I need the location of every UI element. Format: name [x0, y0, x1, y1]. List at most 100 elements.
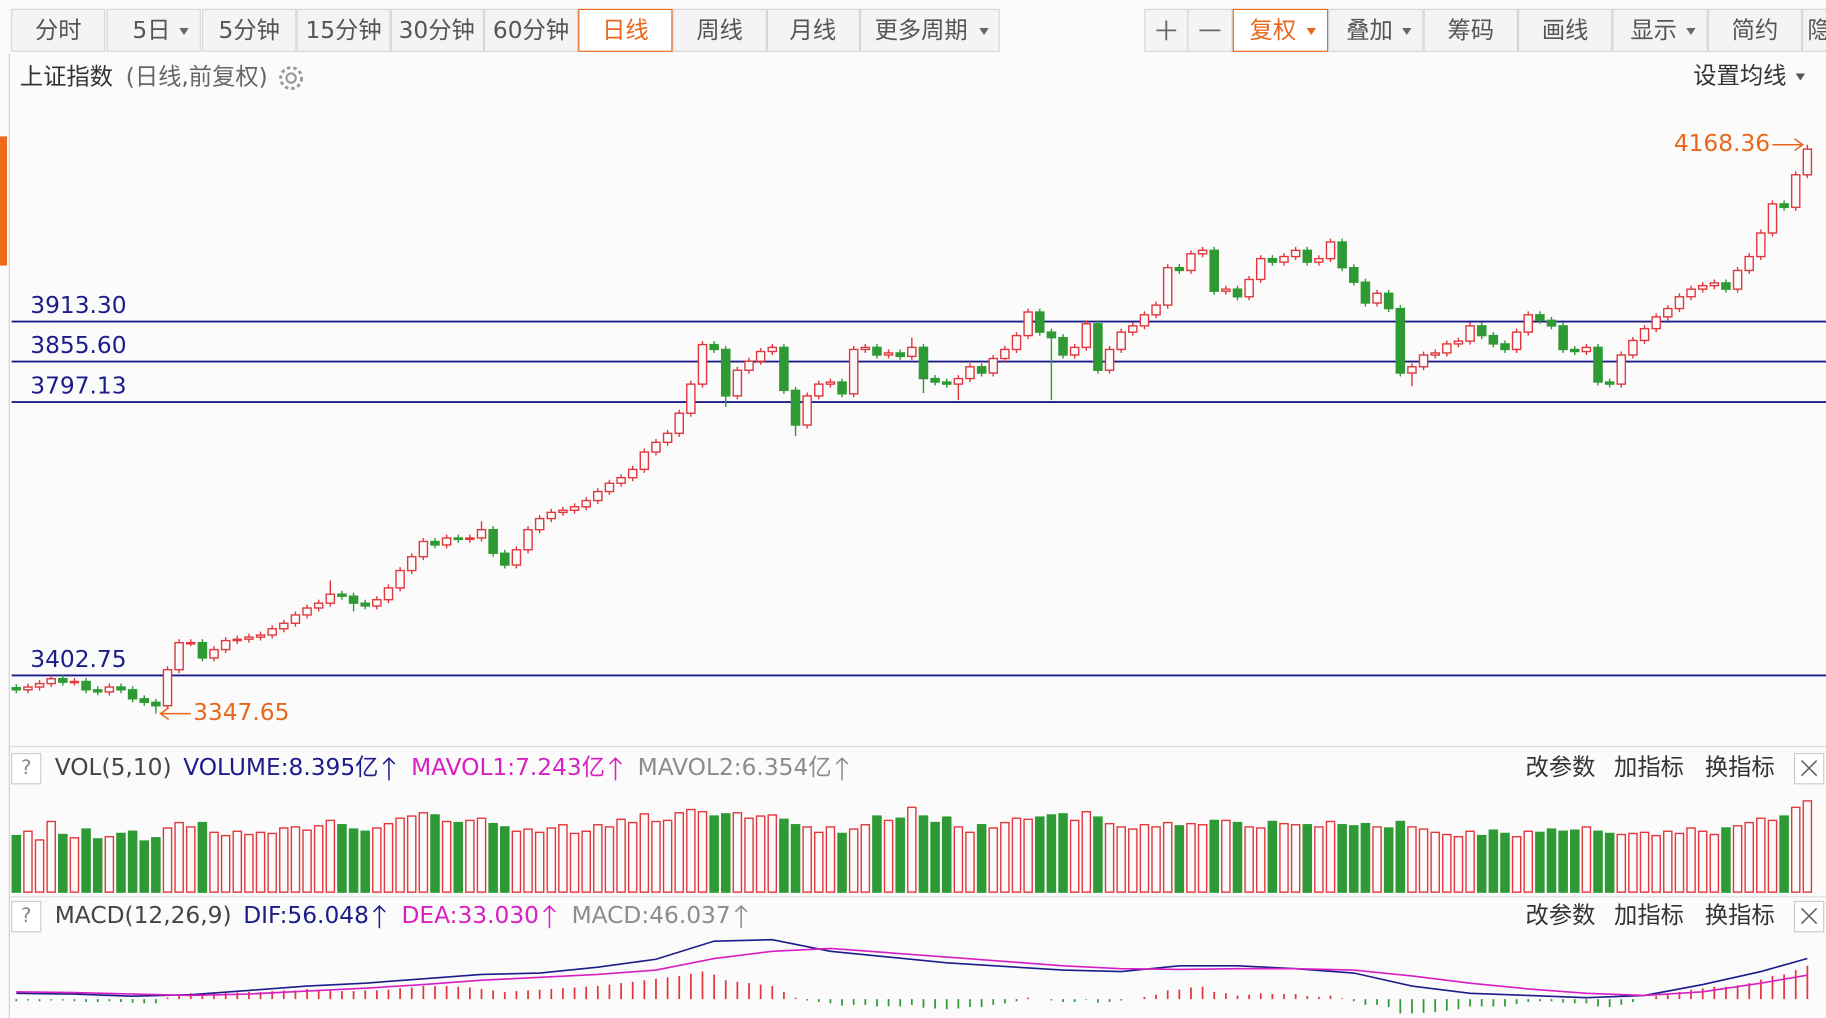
button[interactable] [11, 8, 106, 52]
button-label[interactable]: 分时 [35, 17, 82, 44]
button[interactable] [766, 8, 861, 52]
candle-body [1151, 304, 1161, 316]
candle-body [1046, 331, 1057, 339]
candle-body [348, 595, 359, 604]
button-label[interactable]: 隐 [1807, 17, 1826, 44]
button-label[interactable]: 月线 [790, 17, 837, 44]
help-icon[interactable]: ? [21, 756, 32, 779]
volume-bar [1267, 820, 1278, 893]
candle-body [1558, 325, 1568, 351]
dropdown-caret[interactable] [179, 28, 189, 36]
candle-body [255, 634, 266, 638]
button[interactable] [1517, 8, 1613, 52]
dropdown-caret[interactable] [1402, 28, 1412, 36]
candle-body [976, 366, 987, 374]
candle-body [1418, 354, 1429, 368]
button-label[interactable]: 5日 [132, 17, 170, 44]
volume-bar [69, 837, 80, 893]
button-active[interactable] [578, 8, 673, 52]
button[interactable] [390, 8, 484, 52]
gear-outer[interactable] [279, 66, 304, 91]
button[interactable] [1802, 8, 1826, 52]
button-label[interactable]: 更多周期 [875, 17, 968, 44]
candle-body [465, 537, 475, 541]
button[interactable] [1707, 8, 1803, 52]
candle-body [441, 537, 452, 546]
dropdown-caret[interactable] [1795, 73, 1806, 81]
panel-button[interactable]: 换指标 [1705, 754, 1775, 781]
ma-settings-button[interactable]: 设置均线 [1693, 62, 1786, 89]
plus-icon[interactable] [1156, 20, 1177, 41]
candle-body [46, 678, 56, 685]
volume-bar [1686, 827, 1696, 893]
button-label[interactable]: 周线 [696, 17, 743, 44]
button[interactable] [202, 8, 297, 52]
candle-body [1465, 325, 1475, 342]
gear-inner[interactable] [285, 72, 297, 84]
button-label[interactable]: 30分钟 [399, 17, 475, 44]
dif-line [16, 938, 1808, 999]
volume-bar [814, 831, 824, 893]
button[interactable] [860, 8, 1000, 52]
candle-body [81, 680, 91, 691]
candle-body [1349, 266, 1359, 283]
volume-bar [837, 832, 847, 893]
volume-bar [279, 827, 289, 893]
close-icon[interactable] [1800, 907, 1818, 925]
volume-bar [360, 830, 370, 893]
volume-bar [1244, 826, 1254, 893]
close-icon[interactable] [1800, 759, 1818, 777]
button-label[interactable]: 显示 [1630, 17, 1677, 44]
candle-body [1197, 249, 1208, 255]
volume-bar [651, 820, 661, 893]
volume-bar [546, 827, 557, 893]
panel-button[interactable]: 换指标 [1705, 902, 1775, 929]
button-label[interactable]: 筹码 [1448, 17, 1495, 44]
volume-bar [1546, 828, 1557, 893]
button[interactable] [1423, 8, 1518, 52]
candle-body [686, 383, 696, 414]
candle-body [23, 686, 33, 691]
candle-body [1279, 255, 1289, 263]
dropdown-caret[interactable] [1686, 28, 1696, 36]
volume-bar [1604, 832, 1615, 893]
candle-body [1535, 314, 1545, 322]
indicator-value: VOLUME:8.395亿 [183, 754, 378, 781]
candle-body [1721, 282, 1731, 290]
candle-body [1628, 339, 1638, 356]
button-label[interactable]: 15分钟 [305, 17, 381, 44]
settings-icon[interactable] [279, 66, 304, 91]
panel-button[interactable]: 改参数 [1526, 754, 1596, 781]
button[interactable] [483, 8, 579, 52]
panel-button[interactable]: 改参数 [1526, 902, 1596, 929]
volume-bar [790, 824, 801, 893]
button-label[interactable]: 复权 [1250, 17, 1297, 44]
dropdown-caret[interactable] [979, 28, 989, 36]
indicator-value: MACD:46.037 [572, 902, 731, 929]
help-icon[interactable]: ? [21, 904, 32, 927]
button[interactable] [672, 8, 767, 52]
button-label[interactable]: 60分钟 [493, 17, 569, 44]
volume-bar [1779, 815, 1789, 893]
button-label[interactable]: 画线 [1542, 17, 1589, 44]
panel-button[interactable]: 加指标 [1614, 902, 1684, 929]
button-label[interactable]: 日线 [602, 17, 649, 44]
button-label[interactable]: 叠加 [1346, 17, 1393, 44]
volume-bar [1790, 806, 1801, 893]
volume-bar [1569, 829, 1580, 893]
volume-bar [1767, 819, 1778, 893]
button-label[interactable]: 5分钟 [219, 17, 280, 44]
candle-body [651, 441, 661, 453]
panel-button[interactable]: 加指标 [1614, 754, 1684, 781]
button-label[interactable]: 简约 [1732, 17, 1779, 44]
volume-bar [1558, 830, 1568, 893]
candle-body [837, 381, 847, 395]
indicator-name: VOL(5,10) [55, 754, 172, 781]
candle-body [569, 506, 580, 511]
volume-bar [1093, 816, 1103, 893]
macd-plot [15, 938, 1809, 1014]
dropdown-caret[interactable] [1306, 28, 1316, 36]
volume-bar [1290, 824, 1301, 893]
button[interactable] [296, 8, 391, 52]
